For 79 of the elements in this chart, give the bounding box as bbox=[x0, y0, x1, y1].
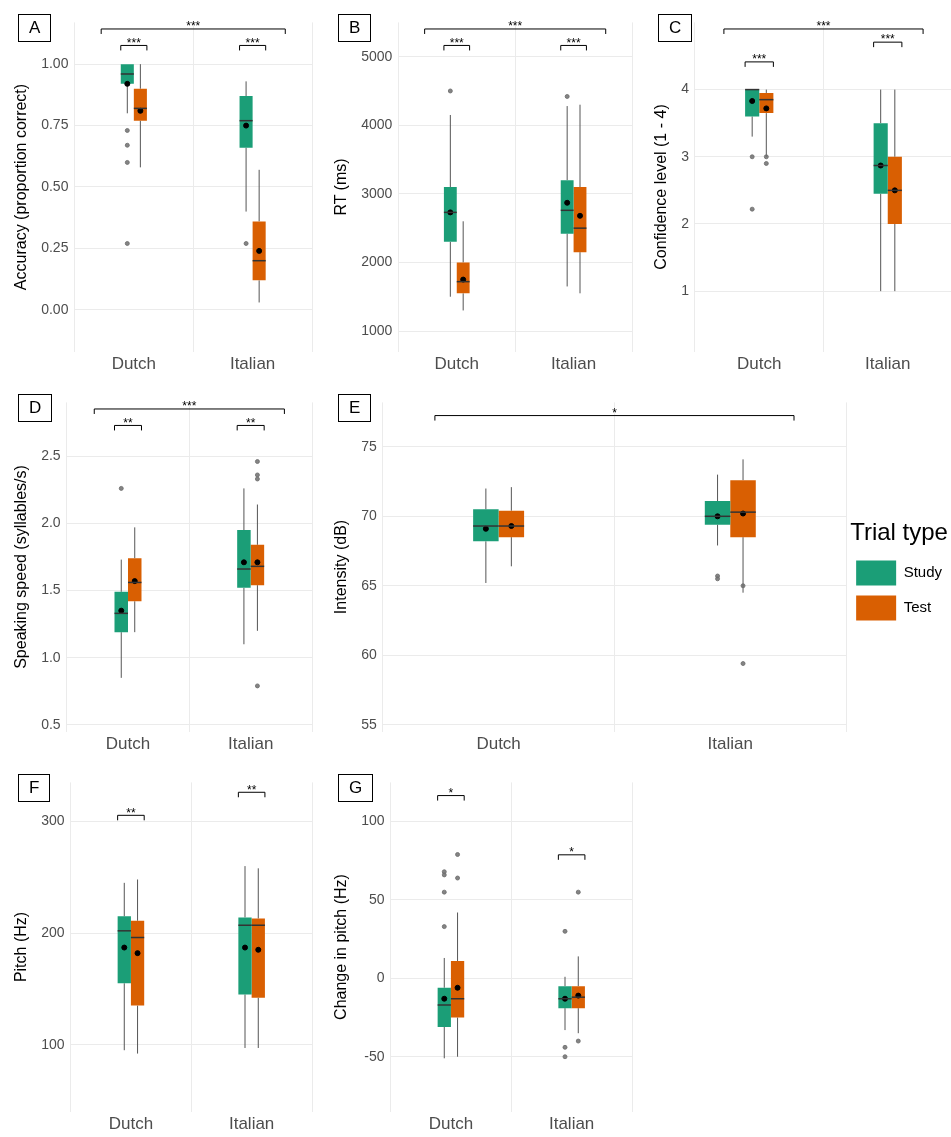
annotation: ** bbox=[246, 782, 257, 797]
annotation: *** bbox=[186, 19, 201, 34]
x-tick-label: Italian bbox=[227, 734, 274, 754]
y-tick-label: 70 bbox=[361, 507, 377, 524]
y-tick-label: 1.5 bbox=[41, 581, 61, 598]
annotation: ** bbox=[126, 805, 136, 820]
chart-title: F bbox=[18, 774, 51, 802]
y-axis-title: Speaking speed (syllables/s) bbox=[12, 465, 30, 669]
y-axis-title: Change in pitch (Hz) bbox=[332, 874, 350, 1020]
y-tick-label: 100 bbox=[41, 1035, 65, 1052]
chart-title: A bbox=[18, 14, 52, 42]
y-tick-label: 75 bbox=[361, 437, 377, 454]
y-tick-label: 0.25 bbox=[41, 239, 69, 256]
x-tick-label: Italian bbox=[228, 1114, 275, 1134]
y-tick-label: 0.5 bbox=[41, 715, 61, 732]
y-axis-title: Pitch (Hz) bbox=[12, 911, 30, 983]
y-axis-title: Intensity (dB) bbox=[332, 519, 350, 615]
y-tick-label: 1000 bbox=[361, 321, 393, 338]
y-tick-label: 60 bbox=[361, 646, 377, 663]
x-tick-label: Italian bbox=[548, 1114, 595, 1134]
annotation: *** bbox=[816, 19, 831, 34]
y-tick-label: 0.00 bbox=[41, 300, 69, 317]
chart-title: C bbox=[658, 14, 693, 42]
x-tick-label: Dutch bbox=[434, 354, 479, 374]
chart-title: B bbox=[338, 14, 372, 42]
y-tick-label: 1.00 bbox=[41, 55, 69, 72]
y-tick-label: 1 bbox=[681, 281, 690, 298]
annotation: *** bbox=[449, 35, 465, 50]
y-axis-title: Accuracy (proportion correct) bbox=[12, 83, 30, 291]
legend-title: Trial type bbox=[850, 518, 948, 546]
x-tick-label: Dutch bbox=[476, 734, 521, 754]
y-tick-label: 55 bbox=[361, 715, 377, 732]
y-tick-label: 2000 bbox=[361, 253, 393, 270]
annotation: ** bbox=[245, 415, 256, 430]
legend-label: Study bbox=[903, 563, 943, 581]
y-tick-label: 2 bbox=[681, 214, 690, 231]
y-tick-label: 3 bbox=[681, 147, 690, 164]
y-tick-label: 2.5 bbox=[41, 447, 61, 464]
y-tick-label: 4 bbox=[681, 80, 690, 97]
annotation: * bbox=[612, 405, 618, 420]
annotation: *** bbox=[126, 35, 142, 50]
y-tick-label: 2.0 bbox=[41, 514, 61, 531]
x-tick-label: Dutch bbox=[105, 734, 151, 754]
annotation: *** bbox=[566, 35, 581, 50]
annotation: ** bbox=[123, 415, 133, 430]
x-tick-label: Dutch bbox=[108, 1114, 154, 1134]
y-tick-label: 0.50 bbox=[41, 177, 69, 194]
annotation: *** bbox=[245, 35, 260, 50]
y-axis-title: RT (ms) bbox=[332, 158, 350, 216]
y-tick-label: 65 bbox=[361, 576, 377, 593]
annotation: *** bbox=[508, 19, 523, 34]
annotation: * bbox=[448, 785, 454, 800]
x-tick-label: Italian bbox=[229, 354, 276, 374]
y-tick-label: 300 bbox=[41, 812, 65, 829]
chart-title: G bbox=[338, 774, 374, 802]
x-tick-label: Italian bbox=[707, 734, 753, 754]
y-tick-label: 0 bbox=[376, 969, 385, 986]
y-tick-label: 50 bbox=[368, 890, 385, 907]
y-axis-title: Confidence level (1 - 4) bbox=[652, 104, 670, 270]
legend-label: Test bbox=[903, 598, 932, 616]
annotation: *** bbox=[880, 32, 896, 47]
y-tick-label: 100 bbox=[361, 812, 385, 829]
chart-title: D bbox=[18, 394, 53, 422]
y-tick-label: 0.75 bbox=[41, 116, 69, 133]
x-tick-label: Dutch bbox=[111, 354, 157, 374]
y-tick-label: 1.0 bbox=[41, 648, 61, 665]
annotation: *** bbox=[182, 399, 197, 414]
y-tick-label: 200 bbox=[41, 923, 65, 940]
annotation: * bbox=[569, 845, 575, 860]
x-tick-label: Dutch bbox=[428, 1114, 474, 1134]
y-tick-label: 3000 bbox=[361, 184, 393, 201]
x-tick-label: Dutch bbox=[737, 354, 782, 374]
y-tick-label: 4000 bbox=[361, 116, 393, 133]
annotation: *** bbox=[752, 52, 767, 67]
x-tick-label: Italian bbox=[550, 354, 597, 374]
chart-title: E bbox=[338, 394, 372, 422]
y-tick-label: -50 bbox=[364, 1047, 385, 1064]
x-tick-label: Italian bbox=[865, 354, 911, 374]
y-tick-label: 5000 bbox=[361, 47, 393, 64]
